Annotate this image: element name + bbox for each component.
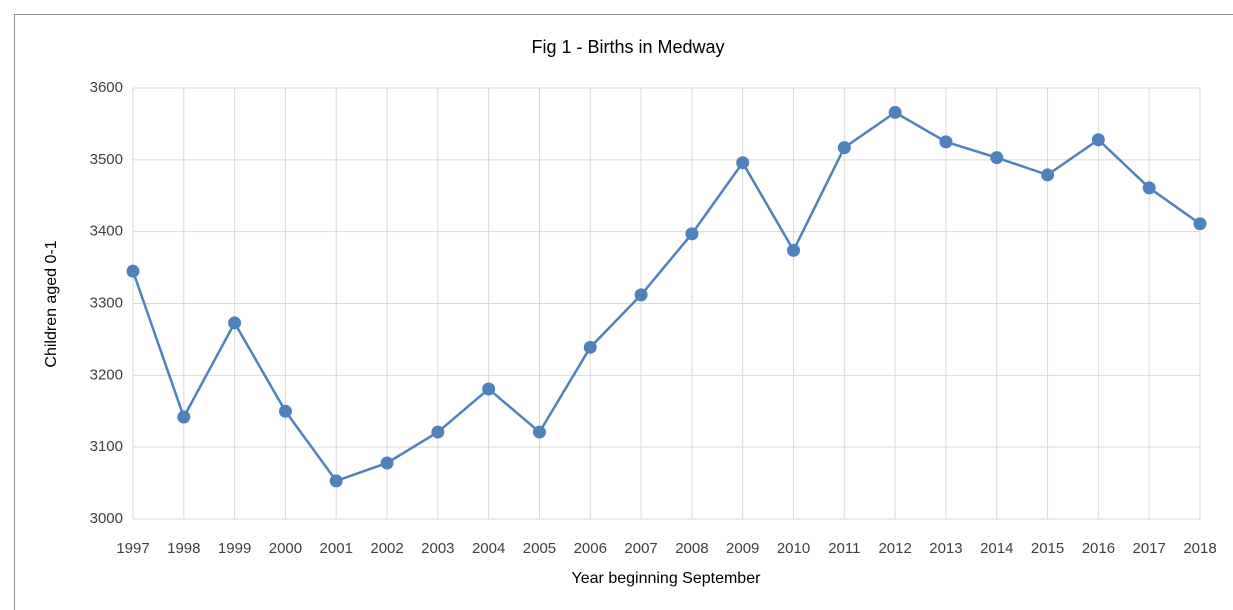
x-tick-label: 2009 <box>726 540 759 557</box>
marker <box>888 105 902 119</box>
x-tick-label: 2007 <box>624 540 657 557</box>
y-tick-label: 3200 <box>90 366 123 383</box>
x-tick-label: 1998 <box>167 540 200 557</box>
x-tick-label: 2004 <box>472 540 505 557</box>
y-tick-label: 3600 <box>90 79 123 96</box>
marker <box>177 410 191 424</box>
x-tick-label: 2002 <box>370 540 403 557</box>
x-tick-label: 2001 <box>320 540 353 557</box>
y-tick-label: 3000 <box>90 510 123 527</box>
marker <box>532 425 546 439</box>
x-axis-label: Year beginning September <box>572 570 762 587</box>
marker <box>1041 168 1055 182</box>
line <box>131 110 1201 483</box>
x-tick-label: 2011 <box>828 540 860 557</box>
x-tick-label: 2014 <box>980 540 1013 557</box>
x-tick-label: 2005 <box>523 540 556 557</box>
marker <box>482 382 496 396</box>
x-tick-label: 2006 <box>574 540 607 557</box>
y-axis-label: Children aged 0-1 <box>43 240 60 367</box>
y-tick-label: 3500 <box>90 151 123 168</box>
marker <box>837 141 851 155</box>
x-tick-label: 2003 <box>421 540 454 557</box>
marker <box>634 288 648 302</box>
x-tick-label: 2000 <box>269 540 302 557</box>
x-tick-label: 2015 <box>1031 540 1064 557</box>
y-tick-label: 3100 <box>90 438 123 455</box>
y-tick-label: 3400 <box>90 223 123 240</box>
x-tick-label: 1999 <box>218 540 251 557</box>
x-tick-label: 2017 <box>1133 540 1166 557</box>
marker <box>685 227 699 241</box>
marker <box>1193 217 1207 231</box>
chart-title: Fig 1 - Births in Medway <box>531 37 724 57</box>
marker <box>990 151 1004 165</box>
x-tick-label: 2016 <box>1082 540 1115 557</box>
marker <box>939 135 953 149</box>
x-tick-label: 2008 <box>675 540 708 557</box>
marker <box>1091 133 1105 147</box>
marker <box>736 156 750 170</box>
marker <box>1142 181 1156 195</box>
marker <box>787 243 801 257</box>
x-tick-label: 2012 <box>878 540 911 557</box>
marker <box>431 425 445 439</box>
marker <box>329 474 343 488</box>
marker <box>126 264 140 278</box>
x-tick-label: 2018 <box>1183 540 1216 557</box>
x-tick-label: 2013 <box>929 540 962 557</box>
marker <box>583 340 597 354</box>
y-tick-label: 3300 <box>90 294 123 311</box>
marker <box>278 404 292 418</box>
x-tick-label: 2010 <box>777 540 810 557</box>
x-tick-label: 1997 <box>116 540 149 557</box>
marker <box>228 316 242 330</box>
marker <box>380 456 394 470</box>
